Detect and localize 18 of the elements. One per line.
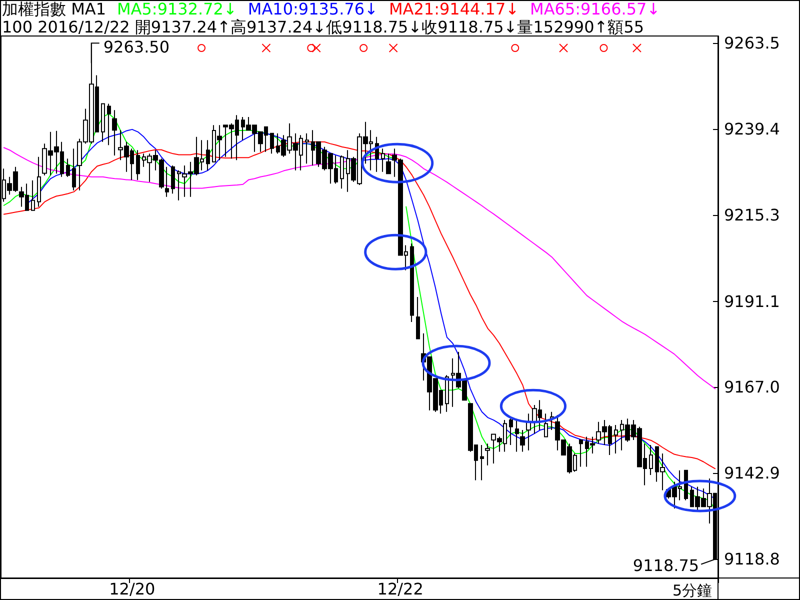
text: 5分鐘 xyxy=(672,582,712,600)
chart-title: 加權指數 MA1 xyxy=(2,0,106,18)
y-tick-label: 9167.0 xyxy=(724,378,780,397)
y-tick-label: 9191.1 xyxy=(724,292,780,311)
x-tick-label: 12/20 xyxy=(109,580,156,598)
text: MA5:9132.72↓ xyxy=(117,0,237,18)
y-tick-label: 9215.3 xyxy=(724,206,780,225)
annotation: 9263.50 xyxy=(103,38,170,57)
x-tick-label: 12/22 xyxy=(377,580,424,598)
text: MA65:9166.57↓ xyxy=(530,0,660,18)
y-tick-label: 9239.4 xyxy=(724,120,780,139)
text: MA21:9144.17↓ xyxy=(388,0,520,18)
chart-subtitle: 100 2016/12/22 開9137.24↑高9137.24↓低9118.75↓收9118.75↓量152990↑額55 xyxy=(2,18,644,36)
y-tick-label: 9263.5 xyxy=(724,34,780,53)
annotation: 9118.75 xyxy=(632,556,700,575)
y-tick-label: 9142.9 xyxy=(724,464,780,483)
text: MA10:9135.76↓ xyxy=(248,0,378,18)
y-tick-label: 9118.8 xyxy=(724,550,780,569)
